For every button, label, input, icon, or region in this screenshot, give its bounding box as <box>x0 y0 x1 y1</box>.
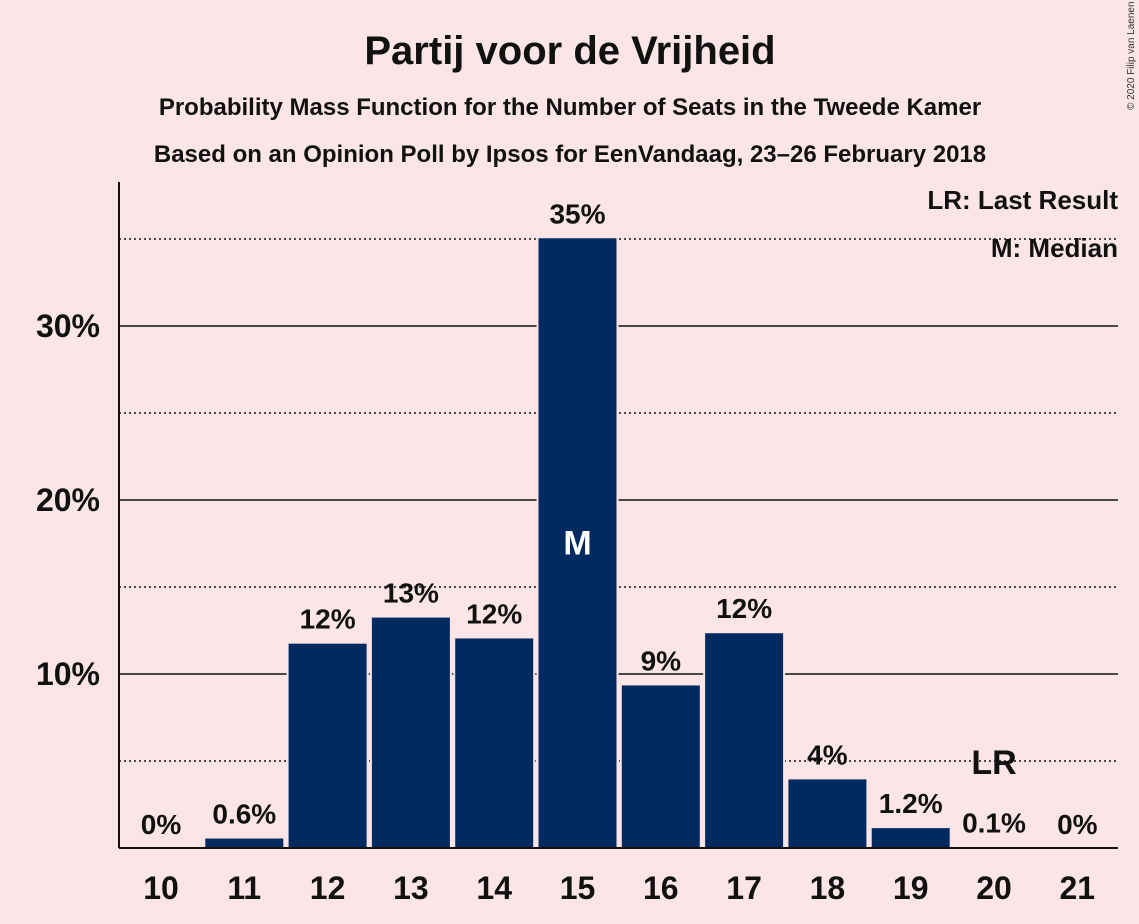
x-tick-label: 10 <box>143 870 179 906</box>
bar-value-label: 1.2% <box>879 788 943 819</box>
y-tick-label: 20% <box>36 482 100 518</box>
y-tick-label: 30% <box>36 308 100 344</box>
bar-value-label: 0% <box>141 809 182 840</box>
bar <box>703 631 786 849</box>
bar-value-label: 13% <box>383 578 439 609</box>
bar-labels-group: 0% 0.6% 12% 13% 12% 35% 9% 12% 4% 1.2% 0.1% 0% M LR <box>141 198 1098 840</box>
chart-subtitle: Probability Mass Function for the Number… <box>159 94 981 121</box>
bar <box>869 826 952 849</box>
legend-median: M: Median <box>991 233 1118 263</box>
x-tick-label: 15 <box>560 870 596 906</box>
median-marker: M <box>563 525 591 563</box>
bar <box>453 636 536 850</box>
bar <box>369 615 452 850</box>
x-tick-label: 11 <box>227 870 261 906</box>
y-tick-labels: 10% 20% 30% <box>36 308 100 692</box>
x-tick-label: 16 <box>643 870 679 906</box>
chart-title: Partij voor de Vrijheid <box>364 29 775 73</box>
y-tick-label: 10% <box>36 656 100 692</box>
bar-value-label: 12% <box>300 604 356 635</box>
legend-last-result: LR: Last Result <box>927 185 1118 215</box>
x-tick-label: 17 <box>726 870 762 906</box>
bar-value-label: 12% <box>466 598 522 629</box>
copyright-note: © 2020 Filip van Laenen <box>1126 1 1137 110</box>
bar-value-label: 9% <box>641 645 682 676</box>
last-result-marker: LR <box>971 744 1016 782</box>
x-tick-label: 13 <box>393 870 429 906</box>
bar <box>203 836 286 849</box>
bar-value-label: 4% <box>807 739 848 770</box>
bar <box>619 683 702 849</box>
bar <box>786 777 869 850</box>
x-tick-label: 14 <box>476 870 512 906</box>
chart-subtitle-source: Based on an Opinion Poll by Ipsos for Ee… <box>154 141 986 168</box>
bar <box>286 641 369 849</box>
bar-value-label: 12% <box>716 593 772 624</box>
bar-value-label: 0.6% <box>212 799 276 830</box>
bars-group <box>203 236 1035 850</box>
x-tick-label: 20 <box>976 870 1012 906</box>
bar <box>536 236 619 849</box>
x-tick-labels: 10 11 12 13 14 15 16 17 18 19 20 21 <box>143 870 1095 906</box>
x-tick-label: 19 <box>893 870 929 906</box>
x-tick-label: 21 <box>1060 870 1096 906</box>
x-tick-label: 12 <box>310 870 346 906</box>
x-tick-label: 18 <box>810 870 846 906</box>
bar-value-label: 0% <box>1057 809 1098 840</box>
bar-value-label: 0.1% <box>962 807 1026 838</box>
bar-value-label: 35% <box>549 198 605 229</box>
